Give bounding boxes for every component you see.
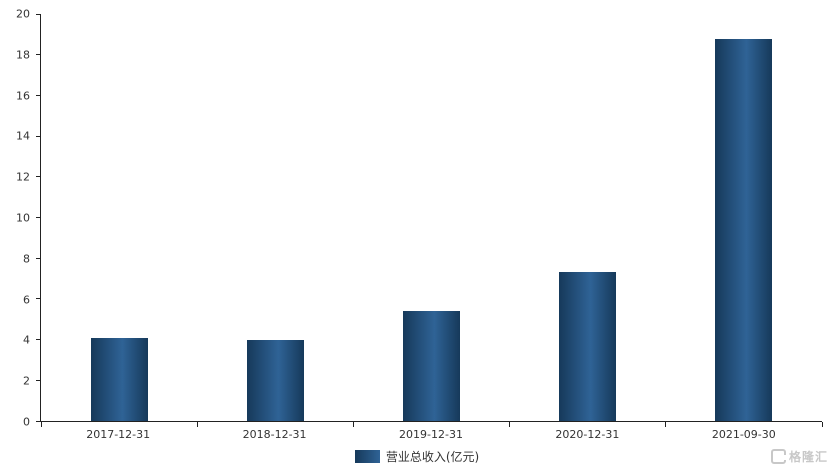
y-tick-label: 10	[16, 211, 30, 225]
y-tick-mark	[36, 176, 41, 178]
plot-area	[36, 13, 823, 427]
y-tick-label: 18	[16, 48, 30, 62]
gelonghui-logo-icon	[770, 449, 786, 464]
legend-label: 营业总收入(亿元)	[385, 450, 480, 464]
y-tick-label: 12	[16, 170, 30, 184]
x-tick-mark	[821, 422, 823, 427]
x-tick-label: 2020-12-31	[555, 428, 620, 441]
y-tick-mark	[36, 298, 41, 300]
watermark: 格隆汇	[770, 448, 828, 465]
bar	[90, 337, 148, 421]
x-tick-mark	[196, 422, 198, 427]
bar	[403, 311, 460, 421]
x-tick-label: 2021-09-30	[711, 428, 776, 441]
y-tick-label: 2	[23, 374, 30, 388]
y-tick-mark	[36, 339, 41, 341]
watermark-text: 格隆汇	[788, 450, 828, 464]
y-axis: 0 2 4 6 8 10 12 14 16 18 20	[0, 9, 40, 428]
y-tick-mark	[36, 94, 41, 96]
bar	[715, 39, 773, 421]
legend-swatch-icon	[354, 450, 380, 463]
x-tick-mark	[40, 422, 42, 427]
x-tick-mark	[509, 422, 511, 427]
y-tick-mark	[36, 217, 41, 218]
y-tick-label: 16	[16, 89, 30, 103]
legend-item[interactable]: 营业总收入(亿元)	[0, 448, 834, 465]
y-tick-mark	[36, 135, 41, 137]
y-tick-label: 6	[23, 293, 30, 307]
bar	[559, 272, 617, 421]
x-tick-mark	[352, 422, 354, 427]
y-tick-mark	[36, 420, 41, 422]
x-tick-label: 2018-12-31	[242, 428, 307, 441]
y-tick-mark	[36, 13, 41, 15]
x-axis-labels: 2017-12-31 2018-12-31 2019-12-31 2020-12-31…	[40, 428, 822, 442]
y-tick-label: 0	[23, 415, 30, 429]
y-tick-label: 4	[23, 333, 30, 347]
y-tick-mark	[36, 257, 41, 259]
x-tick-label: 2019-12-31	[399, 428, 463, 441]
x-tick-label: 2017-12-31	[86, 428, 151, 441]
y-tick-label: 8	[23, 252, 30, 266]
x-tick-mark	[665, 422, 667, 427]
y-tick-label: 14	[16, 129, 30, 143]
y-tick-mark	[36, 54, 41, 56]
bar	[246, 339, 304, 421]
y-tick-mark	[36, 379, 41, 381]
y-tick-label: 20	[16, 7, 30, 21]
